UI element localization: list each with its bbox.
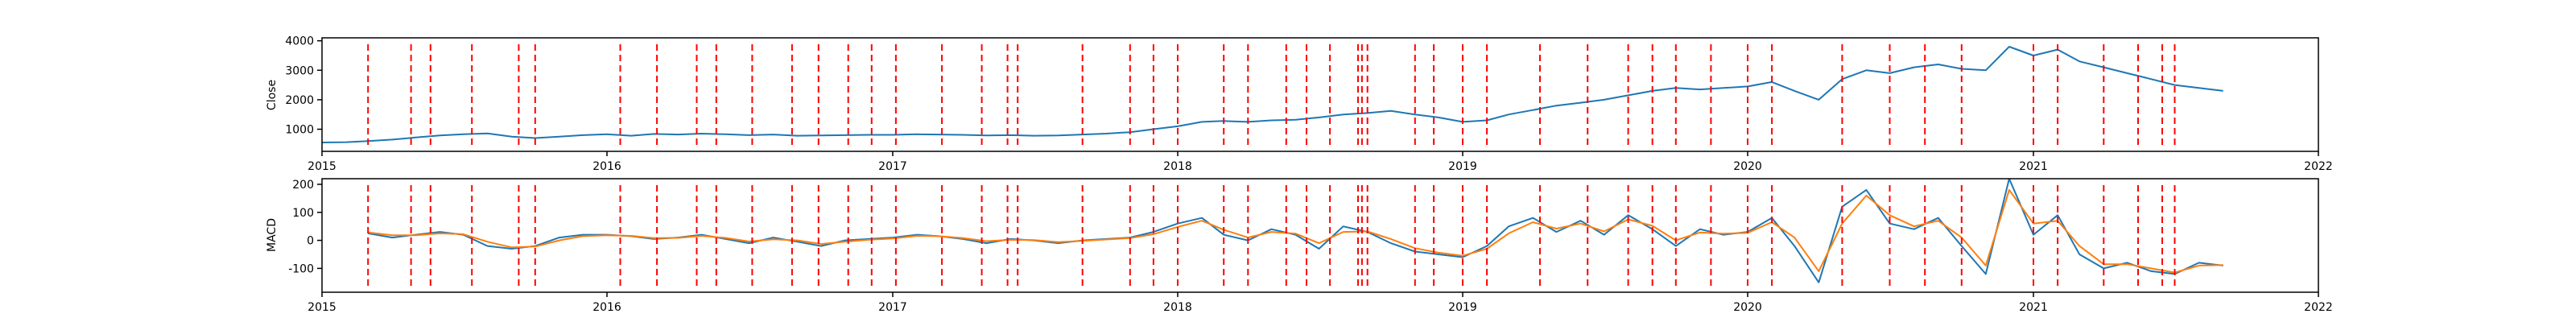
macd-axes-frame xyxy=(321,178,2319,293)
macd-y-tick-label: 200 xyxy=(292,179,314,192)
close-series-line-0 xyxy=(322,46,2223,143)
close-y-tick-label: 1000 xyxy=(285,124,314,137)
macd-y-tick-label: -100 xyxy=(288,262,314,275)
close-x-tick-label: 2016 xyxy=(592,160,621,173)
close-x-tick-label: 2022 xyxy=(2304,160,2333,173)
close-x-tick-label: 2018 xyxy=(1163,160,1192,173)
macd-x-tick-label: 2019 xyxy=(1448,301,1477,314)
macd-x-tick-label: 2016 xyxy=(592,301,621,314)
close-y-tick-label: 2000 xyxy=(285,94,314,107)
close-y-tick-label: 4000 xyxy=(285,35,314,48)
macd-y-tick-label: 100 xyxy=(292,207,314,220)
macd-x-tick-label: 2022 xyxy=(2304,301,2333,314)
macd-x-tick-label: 2021 xyxy=(2019,301,2048,314)
close-axes-frame xyxy=(321,37,2319,152)
close-x-tick-label: 2021 xyxy=(2019,160,2048,173)
macd-x-tick-label: 2020 xyxy=(1733,301,1762,314)
close-y-tick-label: 3000 xyxy=(285,64,314,77)
close-x-tick-label: 2015 xyxy=(308,160,336,173)
macd-axis-label: MACD xyxy=(266,218,279,252)
macd-x-tick-label: 2017 xyxy=(878,301,907,314)
close-axis-label: Close xyxy=(266,80,279,110)
macd-series-line-1 xyxy=(368,188,2223,274)
close-x-tick-label: 2019 xyxy=(1448,160,1477,173)
macd-plot-area xyxy=(367,179,2223,290)
close-x-tick-label: 2020 xyxy=(1733,160,1762,173)
close-x-tick-label: 2017 xyxy=(878,160,907,173)
macd-x-tick-label: 2018 xyxy=(1163,301,1192,314)
close-price-panel: Close 2015 2016 2017 2018 2019 2020 2021 2022 10… xyxy=(266,35,2333,173)
macd-panel: MACD 2015 2016 2017 2018 2019 2020 2021 2022 -10… xyxy=(266,178,2333,314)
close-plot-area xyxy=(322,44,2223,149)
macd-x-tick-label: 2015 xyxy=(308,301,336,314)
macd-y-tick-label: 0 xyxy=(307,235,314,248)
